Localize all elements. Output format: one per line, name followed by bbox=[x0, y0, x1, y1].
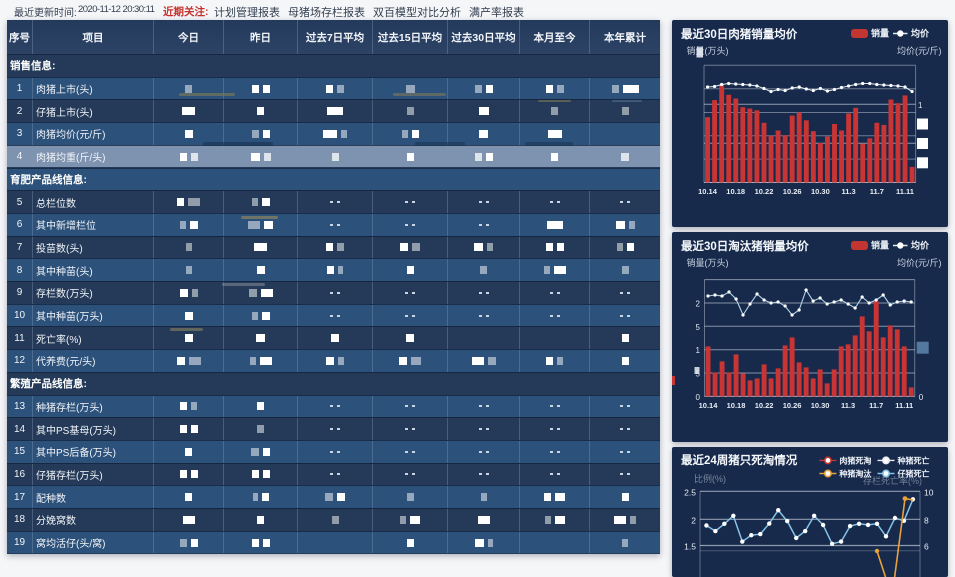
svg-text:11.7: 11.7 bbox=[869, 401, 883, 410]
svg-text:10.22: 10.22 bbox=[755, 401, 774, 410]
svg-text:10.14: 10.14 bbox=[698, 187, 718, 196]
svg-text:最近30日淘汰猪销量均价: 最近30日淘汰猪销量均价 bbox=[681, 239, 809, 253]
svg-text:10.30: 10.30 bbox=[811, 187, 830, 196]
svg-text:11.3: 11.3 bbox=[841, 401, 855, 410]
svg-text:2.5: 2.5 bbox=[684, 487, 696, 497]
svg-text:销量(万头): 销量(万头) bbox=[687, 45, 729, 56]
svg-text:10.18: 10.18 bbox=[726, 187, 745, 196]
svg-text:10.30: 10.30 bbox=[811, 401, 830, 410]
svg-text:11.3: 11.3 bbox=[842, 187, 856, 196]
svg-text:0: 0 bbox=[919, 393, 924, 402]
svg-text:比例(%): 比例(%) bbox=[694, 473, 726, 484]
svg-text:销量: 销量 bbox=[871, 240, 889, 251]
svg-text:肉猪死淘: 肉猪死淘 bbox=[839, 455, 871, 465]
svg-text:销量: 销量 bbox=[871, 28, 889, 39]
svg-text:10.14: 10.14 bbox=[699, 401, 719, 410]
svg-text:仔猪死亡: 仔猪死亡 bbox=[898, 469, 930, 479]
svg-text:最近24周猪只死淘情况: 最近24周猪只死淘情况 bbox=[681, 453, 798, 467]
svg-text:1.5: 1.5 bbox=[684, 542, 696, 552]
svg-text:最近30日肉猪销量均价: 最近30日肉猪销量均价 bbox=[681, 27, 798, 41]
svg-text:1: 1 bbox=[918, 101, 923, 110]
svg-text:11.11: 11.11 bbox=[896, 187, 914, 196]
svg-text:1: 1 bbox=[696, 346, 701, 355]
svg-text:6: 6 bbox=[924, 542, 929, 552]
svg-text:2: 2 bbox=[696, 300, 701, 309]
svg-text:10.18: 10.18 bbox=[727, 401, 746, 410]
svg-text:0: 0 bbox=[696, 393, 701, 402]
svg-text:存栏死亡率(%): 存栏死亡率(%) bbox=[863, 475, 922, 486]
svg-text:种猪淘汰: 种猪淘汰 bbox=[838, 469, 872, 479]
svg-text:10.26: 10.26 bbox=[783, 401, 802, 410]
svg-text:均价: 均价 bbox=[911, 28, 930, 39]
svg-text:8: 8 bbox=[924, 515, 929, 525]
svg-text:均价(元/斤): 均价(元/斤) bbox=[897, 257, 942, 268]
svg-text:10.22: 10.22 bbox=[755, 187, 774, 196]
svg-text:11.7: 11.7 bbox=[870, 187, 884, 196]
svg-text:均价: 均价 bbox=[911, 240, 930, 251]
svg-text:均价(元/斤): 均价(元/斤) bbox=[897, 45, 942, 56]
svg-text:10.26: 10.26 bbox=[783, 187, 802, 196]
svg-text:11.11: 11.11 bbox=[895, 401, 913, 410]
svg-text:种猪死亡: 种猪死亡 bbox=[897, 455, 930, 465]
svg-text:10: 10 bbox=[924, 487, 934, 497]
svg-text:2: 2 bbox=[691, 515, 696, 525]
svg-text:销量(万头): 销量(万头) bbox=[687, 257, 729, 268]
svg-text:5: 5 bbox=[696, 323, 701, 332]
